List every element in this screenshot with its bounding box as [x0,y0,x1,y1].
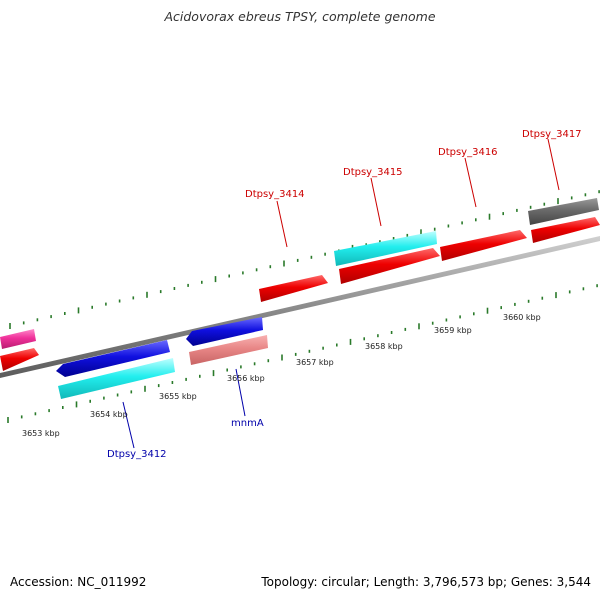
genome-summary-text: Topology: circular; Length: 3,796,573 bp… [261,575,591,589]
gene-label-dtpsy-3416: Dtpsy_3416 [438,147,498,158]
gene-arrow-red-left [0,348,39,371]
gene-label-dtpsy-3414: Dtpsy_3414 [245,189,305,200]
gene-arrow-magenta [0,329,36,349]
gene-label-dtpsy-3415: Dtpsy_3415 [343,167,403,178]
page-title: Acidovorax ebreus TPSY, complete genome [164,9,436,24]
gene-arrow-gray-dtpsy-3417 [528,198,599,225]
accession-text: Accession: NC_011992 [10,575,147,589]
gene-label-dtpsy-3412: Dtpsy_3412 [107,449,167,460]
scale-label: 3658 kbp [365,342,403,351]
gene-arrow-pink [189,335,268,365]
gene-arrow-red-dtpsy-3416 [440,230,527,261]
gene-arrow-red-dtpsy-3414 [259,275,328,302]
scale-label: 3654 kbp [90,410,128,419]
scale-label: 3659 kbp [434,326,472,335]
gene-arrow-cyan-dtpsy-3415 [334,231,437,266]
genome-backbone [0,236,600,378]
gene-arrow-red-dtpsy-3415 [339,248,440,284]
scale-label: 3660 kbp [503,313,541,322]
scale-label: 3653 kbp [22,429,60,438]
scale-label: 3657 kbp [296,358,334,367]
reverse-label-leaders [122,368,246,449]
gene-label-mnma: mnmA [231,418,264,429]
upper-tick-track [9,190,600,329]
lower-tick-track [7,284,598,423]
gene-label-dtpsy-3417: Dtpsy_3417 [522,129,582,140]
forward-label-leaders [276,138,560,248]
gene-arrow-cyan [58,358,175,399]
gene-arrow-blue-dtpsy-3412 [56,340,170,377]
gene-arrow-blue-mnma [186,317,263,346]
scale-label: 3656 kbp [227,374,265,383]
scale-label: 3655 kbp [159,392,197,401]
gene-arrow-red-dtpsy-3417 [531,217,600,243]
